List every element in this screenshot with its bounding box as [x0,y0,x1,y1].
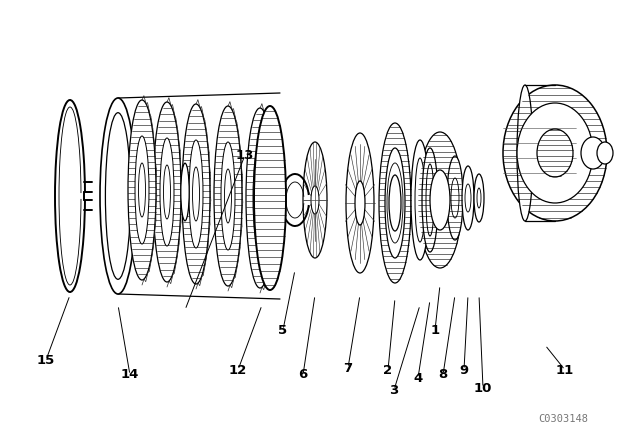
Ellipse shape [189,140,203,248]
Text: 3: 3 [389,383,399,396]
Text: C0303148: C0303148 [538,414,588,424]
Ellipse shape [430,170,450,230]
Text: 10: 10 [474,382,492,395]
Ellipse shape [303,142,327,258]
Ellipse shape [418,132,462,268]
Ellipse shape [346,133,374,273]
Text: 7: 7 [344,362,353,375]
Ellipse shape [311,186,319,214]
Ellipse shape [225,169,232,223]
Ellipse shape [153,102,181,282]
Ellipse shape [135,136,149,244]
Ellipse shape [422,148,438,252]
Text: 2: 2 [383,363,392,376]
Ellipse shape [385,148,405,258]
Text: 5: 5 [278,323,287,336]
Ellipse shape [355,181,365,225]
Ellipse shape [138,163,145,217]
Text: 15: 15 [37,353,55,366]
Text: 6: 6 [298,369,308,382]
Text: 9: 9 [460,363,468,376]
Ellipse shape [474,174,484,222]
Ellipse shape [517,103,593,203]
Ellipse shape [379,123,411,283]
Ellipse shape [100,98,136,294]
Ellipse shape [415,158,425,242]
Ellipse shape [163,165,170,219]
Ellipse shape [426,164,434,236]
Ellipse shape [462,166,474,230]
Text: 14: 14 [121,369,139,382]
Ellipse shape [106,113,131,279]
Ellipse shape [181,163,189,221]
Ellipse shape [254,106,286,290]
Ellipse shape [253,144,267,252]
Ellipse shape [517,85,533,221]
Ellipse shape [128,100,156,280]
Ellipse shape [182,104,210,284]
Ellipse shape [246,108,274,288]
Text: 12: 12 [229,363,247,376]
Text: 4: 4 [413,371,422,384]
Ellipse shape [537,129,573,177]
Text: 1: 1 [431,323,440,336]
Ellipse shape [503,85,607,221]
Ellipse shape [389,175,401,231]
Ellipse shape [451,178,459,218]
Ellipse shape [221,142,235,250]
Ellipse shape [597,142,613,164]
Ellipse shape [477,188,481,208]
Ellipse shape [193,167,200,221]
Text: 8: 8 [438,369,447,382]
Ellipse shape [214,106,242,286]
Ellipse shape [160,138,174,246]
Ellipse shape [581,137,605,169]
Ellipse shape [447,156,463,240]
Ellipse shape [257,171,264,225]
Ellipse shape [411,140,429,260]
Text: 11: 11 [556,363,574,376]
Text: 13: 13 [236,148,254,161]
Ellipse shape [465,184,471,212]
